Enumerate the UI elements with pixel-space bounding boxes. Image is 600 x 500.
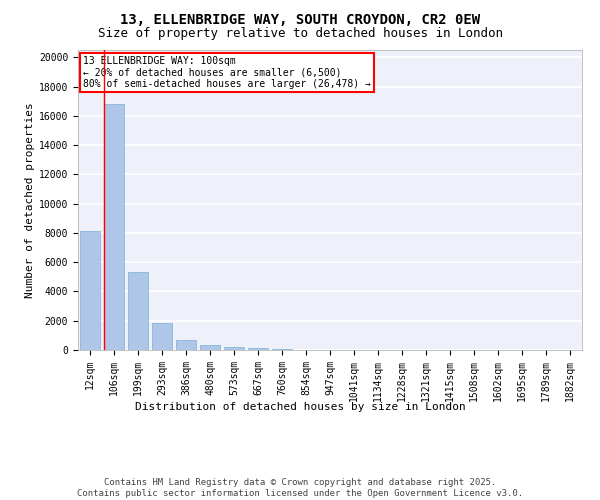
Bar (272, 349, 292, 350)
Text: Distribution of detached houses by size in London: Distribution of detached houses by size … (134, 402, 466, 412)
Bar (200, 345, 220, 350)
Bar (80, 232, 100, 350)
Text: 13, ELLENBRIDGE WAY, SOUTH CROYDON, CR2 0EW: 13, ELLENBRIDGE WAY, SOUTH CROYDON, CR2 … (120, 12, 480, 26)
Bar (104, 104, 124, 350)
Bar (224, 347, 244, 350)
Y-axis label: Number of detached properties: Number of detached properties (25, 102, 35, 298)
Bar (128, 272, 148, 350)
Bar (176, 340, 196, 350)
Bar (152, 323, 172, 350)
Bar (248, 348, 268, 350)
Text: Contains HM Land Registry data © Crown copyright and database right 2025.
Contai: Contains HM Land Registry data © Crown c… (77, 478, 523, 498)
Text: Size of property relative to detached houses in London: Size of property relative to detached ho… (97, 28, 503, 40)
Text: 13 ELLENBRIDGE WAY: 100sqm
← 20% of detached houses are smaller (6,500)
80% of s: 13 ELLENBRIDGE WAY: 100sqm ← 20% of deta… (83, 56, 371, 89)
